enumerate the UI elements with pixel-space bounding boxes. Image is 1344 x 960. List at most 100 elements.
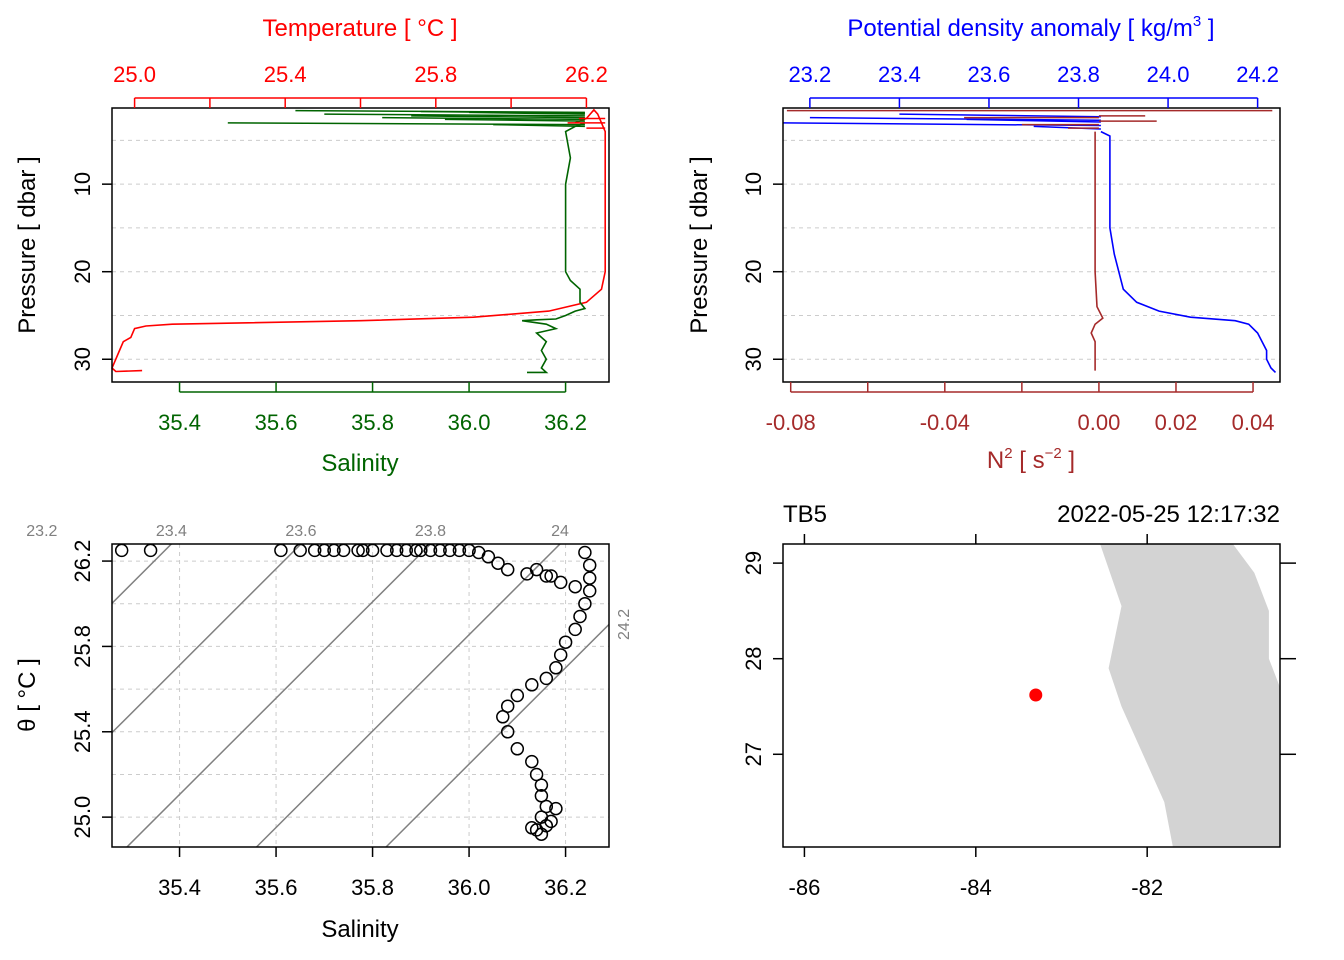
- p3-grid: [112, 544, 609, 847]
- p3-data-point: [500, 562, 515, 577]
- panel-temp-salinity: 25.0 25.4 25.8 26.2 35.4 35.6 35.8 36.0 36.2 10 20…: [14, 15, 610, 477]
- p3-data-point: [525, 678, 539, 692]
- p3-data-point: [573, 609, 587, 624]
- p3-data-point: [549, 801, 563, 816]
- p1-salinity-spike: [324, 113, 585, 117]
- p3-data-point: [143, 544, 158, 558]
- p1-salinity-spike: [420, 110, 585, 115]
- p2-left-tick-label: 10: [741, 172, 766, 196]
- p3-isopycnal-line: [126, 544, 431, 847]
- p4-station-name: TB5: [783, 501, 827, 528]
- p3-data-point: [500, 725, 515, 739]
- p1-grid: [112, 139, 609, 360]
- p1-left-axis-title: Pressure [ dbar ]: [14, 156, 41, 333]
- p2-top-tick-label: 23.8: [1057, 62, 1100, 87]
- p3-data-point: [491, 556, 505, 570]
- p1-left-tick-label: 30: [70, 347, 95, 371]
- panel-density-n2: 23.2 23.4 23.6 23.8 24.0 24.2 -0.08 -0.04 0.00 0.…: [686, 13, 1281, 474]
- p3-data-point: [578, 545, 592, 560]
- p3-data-point: [534, 778, 549, 792]
- p2-density-spike: [966, 118, 1101, 123]
- p3-data-point: [274, 544, 288, 558]
- p4-axes: -86 -84 -82 27 28 29: [741, 534, 1296, 900]
- p1-bottom-tick-label: 36.0: [448, 410, 491, 435]
- p1-bottom-axis-title: Salinity: [321, 450, 398, 477]
- p3-data-point: [568, 622, 582, 637]
- p3-isopycnal-label: 24.2: [616, 609, 633, 640]
- p1-top-tick-label: 25.4: [264, 62, 307, 87]
- p2-top-tick-label: 23.2: [788, 62, 831, 87]
- p4-station: [1029, 688, 1043, 702]
- p1-bottom-tick-label: 35.8: [351, 410, 394, 435]
- p3-data-point: [534, 827, 549, 841]
- p3-data-point: [549, 661, 563, 675]
- p2-bottom-tick-label: -0.08: [766, 410, 816, 435]
- p3-data-point: [481, 550, 496, 564]
- p4-land: [1100, 544, 1280, 847]
- p3-isopycnal-labels: 23.2 23.4 23.6 23.8 24 24.2: [26, 523, 633, 640]
- p2-left-tick-label: 30: [741, 347, 766, 371]
- p3-data-point: [496, 710, 510, 724]
- p1-left-tick-label: 20: [70, 259, 95, 283]
- p1-top-tick-label: 25.0: [113, 62, 156, 87]
- p2-series-n2: [1090, 131, 1104, 371]
- p3-data-point: [582, 558, 597, 573]
- p2-top-tick-label: 23.4: [878, 62, 921, 87]
- p2-top-tick-label: 23.6: [968, 62, 1011, 87]
- p3-data-point: [510, 742, 525, 756]
- p2-axes: 23.2 23.4 23.6 23.8 24.0 24.2 -0.08 -0.04 0.00 0.…: [741, 62, 1279, 435]
- p3-y-axis-title: θ [ °C ]: [14, 658, 41, 732]
- p1-salinity-spike: [411, 115, 585, 119]
- p1-series-salinity: [521, 122, 587, 374]
- p2-bottom-tick-label: 0.02: [1155, 410, 1198, 435]
- p3-data-point: [510, 688, 525, 703]
- p1-top-tick-label: 26.2: [565, 62, 608, 87]
- p3-points: [114, 544, 597, 841]
- p3-data-point: [558, 635, 573, 649]
- p3-x-tick-label: 35.6: [255, 875, 298, 900]
- p3-data-point: [529, 562, 544, 577]
- p3-y-tick-label: 25.4: [70, 710, 95, 753]
- p3-data-point: [293, 544, 307, 558]
- p3-data-point: [525, 821, 539, 835]
- p1-bottom-tick-label: 35.4: [158, 410, 201, 435]
- p1-surface-spikes: [227, 109, 606, 129]
- p2-density-spike: [899, 113, 1101, 118]
- p1-salinity-spike: [382, 116, 585, 121]
- p3-isopycnal-line: [385, 623, 609, 847]
- p3-x-tick-label: 35.8: [351, 875, 394, 900]
- p4-map-frame: [782, 543, 1281, 848]
- p3-isopycnal-label: 23.8: [415, 523, 446, 540]
- p3-data-point: [578, 596, 592, 611]
- p1-salinity-spike: [227, 122, 585, 126]
- p1-bottom-tick-label: 36.2: [544, 410, 587, 435]
- p2-surface-spikes: [782, 109, 1273, 130]
- p2-top-tick-label: 24.2: [1236, 62, 1279, 87]
- p3-data-point: [539, 671, 554, 686]
- p2-bottom-axis-title: N2 [ s−2 ]: [987, 445, 1075, 474]
- p1-top-axis-title: Temperature [ °C ]: [263, 15, 458, 42]
- p3-x-tick-label: 36.2: [544, 875, 587, 900]
- p1-top-tick-label: 25.8: [414, 62, 457, 87]
- p3-data-point: [553, 648, 568, 662]
- p1-axes: 25.0 25.4 25.8 26.2 35.4 35.6 35.8 36.0 36.2 10 20…: [70, 62, 608, 435]
- p4-datetime: 2022-05-25 12:17:32: [1057, 501, 1280, 528]
- p3-data-point: [539, 569, 554, 583]
- p4-y-tick-label: 29: [741, 551, 766, 575]
- p3-isopycnal-label: 23.6: [285, 523, 316, 540]
- p3-x-tick-label: 36.0: [448, 875, 491, 900]
- p4-land-polygon: [1100, 544, 1280, 847]
- p3-y-tick-label: 25.0: [70, 796, 95, 839]
- p2-left-tick-label: 20: [741, 259, 766, 283]
- p3-isopycnal-line: [112, 544, 302, 734]
- p3-y-tick-label: 26.2: [70, 540, 95, 583]
- p3-plot-frame: [111, 543, 610, 848]
- p3-isopycnal-label: 23.2: [26, 523, 57, 540]
- p1-series-temperature: [111, 108, 607, 373]
- p4-x-tick-label: -84: [960, 875, 992, 900]
- p3-isopycnal-label: 23.4: [156, 523, 187, 540]
- p1-salinity-spike: [444, 118, 585, 122]
- p2-top-axis-title: Potential density anomaly [ kg/m3 ]: [847, 13, 1214, 42]
